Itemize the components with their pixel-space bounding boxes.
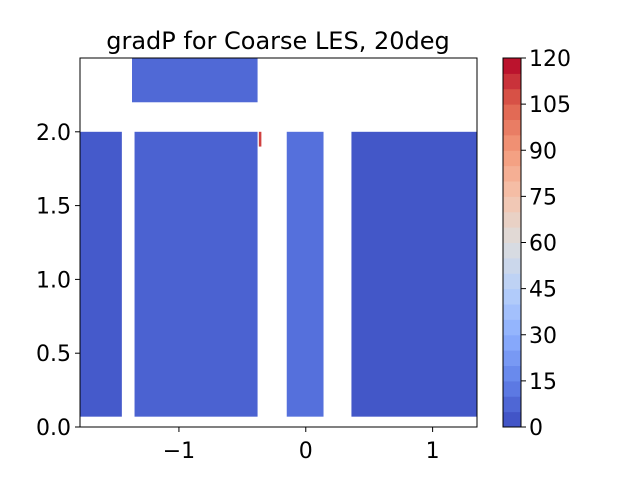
- colorbar-segment: [503, 73, 521, 90]
- colorbar-tick-label: 105: [529, 93, 571, 118]
- colorbar-tick-label: 0: [529, 416, 543, 441]
- colorbar: 0 15 30 45 60 75 90 105 120: [502, 47, 571, 441]
- colorbar-segment: [503, 227, 521, 243]
- colorbar-segment: [503, 411, 521, 428]
- colorbar-segment: [503, 104, 521, 120]
- colorbar-segment: [503, 181, 521, 197]
- colorbar-tick-label: 120: [529, 47, 571, 72]
- contour-region: [258, 131, 262, 147]
- y-tick-label: 1.5: [36, 195, 71, 220]
- colorbar-tick-label: 60: [529, 232, 557, 257]
- colorbar-segment: [503, 119, 521, 136]
- colorbar-segment: [503, 365, 521, 382]
- colorbar-segment: [503, 165, 521, 182]
- plot-frame: [79, 57, 478, 428]
- colorbar-tick-label: 15: [529, 370, 557, 395]
- colorbar-segment: [503, 58, 521, 74]
- y-tick-label: 1.0: [36, 268, 71, 293]
- colorbar-segment: [503, 334, 521, 351]
- contour-region: [80, 131, 122, 417]
- contour-region: [351, 131, 477, 417]
- colorbar-segment: [503, 380, 521, 397]
- colorbar-segment: [503, 242, 521, 259]
- x-axis: −1 0 1: [163, 427, 440, 464]
- colorbar-segment: [503, 211, 521, 228]
- contour-region: [132, 58, 258, 103]
- plot-area: [79, 57, 478, 428]
- contour-regions: [80, 58, 477, 417]
- colorbar-segment: [503, 88, 521, 105]
- x-tick-label: 0: [299, 439, 313, 464]
- colorbar-tick-label: 90: [529, 139, 557, 164]
- colorbar-segment: [503, 288, 521, 305]
- contour-region: [134, 131, 258, 417]
- colorbar-segment: [503, 257, 521, 274]
- y-tick-label: 0.0: [36, 416, 71, 441]
- colorbar-segment: [503, 350, 521, 366]
- contour-region: [286, 131, 324, 417]
- y-tick-label: 2.0: [36, 121, 71, 146]
- colorbar-segment: [503, 134, 521, 151]
- colorbar-segment: [503, 319, 521, 336]
- colorbar-tick-label: 75: [529, 185, 557, 210]
- x-tick-label: −1: [163, 439, 195, 464]
- colorbar-tick-label: 45: [529, 278, 557, 303]
- colorbar-segment: [503, 196, 521, 213]
- x-tick-label: 1: [426, 439, 440, 464]
- y-tick-label: 0.5: [36, 342, 71, 367]
- colorbar-segment: [503, 273, 521, 290]
- colorbar-segment: [503, 304, 521, 320]
- colorbar-segment: [503, 150, 521, 167]
- colorbar-segment: [503, 396, 521, 413]
- chart-title: gradP for Coarse LES, 20deg: [106, 27, 450, 55]
- y-axis: 0.0 0.5 1.0 1.5 2.0: [36, 121, 80, 441]
- colorbar-tick-label: 30: [529, 324, 557, 349]
